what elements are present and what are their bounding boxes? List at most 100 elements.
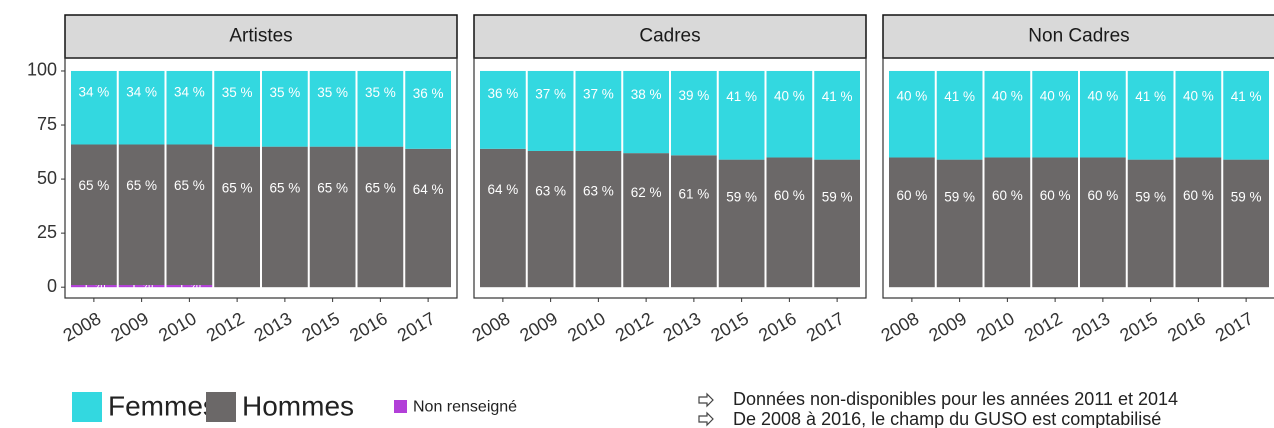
- data-label: 63 %: [535, 183, 566, 198]
- x-tick-label: 2012: [1021, 308, 1066, 345]
- data-label: 35 %: [365, 85, 396, 100]
- y-tick-label: 25: [37, 222, 57, 242]
- x-tick-label: 2010: [564, 308, 609, 345]
- bar-segment: [118, 70, 165, 145]
- bar-segment: [357, 70, 404, 147]
- data-label: 39 %: [678, 88, 709, 103]
- facet-title: Artistes: [229, 26, 292, 47]
- data-label: 65 %: [78, 178, 109, 193]
- bar-segment: [71, 70, 117, 145]
- bar-segment: [1032, 70, 1078, 158]
- x-tick-label: 2016: [755, 308, 800, 345]
- data-label: 65 %: [126, 178, 157, 193]
- data-label: 37 %: [535, 87, 566, 102]
- bar-segment: [575, 70, 622, 151]
- bar-segment: [357, 146, 404, 288]
- x-tick-label: 2017: [394, 308, 439, 345]
- bar-segment: [984, 157, 1031, 288]
- legend-label: Hommes: [242, 390, 354, 421]
- x-tick-label: 2008: [469, 308, 514, 345]
- data-label: 64 %: [487, 182, 518, 197]
- data-label: 40 %: [896, 88, 927, 103]
- x-tick-label: 2008: [878, 308, 923, 345]
- data-label: 65 %: [174, 178, 205, 193]
- bar-segment: [814, 70, 860, 160]
- bar-segment: [118, 285, 165, 288]
- x-tick-label: 2009: [516, 308, 561, 345]
- data-label: 35 %: [317, 85, 348, 100]
- bar-segment: [166, 70, 213, 145]
- data-label: 36 %: [413, 86, 444, 101]
- note: De 2008 à 2016, le champ du GUSO est com…: [733, 409, 1161, 428]
- data-label: 59 %: [1135, 189, 1166, 204]
- data-label: 34 %: [78, 85, 109, 100]
- x-tick-label: 2017: [1212, 308, 1257, 345]
- x-tick-label: 2010: [973, 308, 1018, 345]
- y-tick-label: 0: [47, 276, 57, 296]
- data-label: 40 %: [992, 88, 1023, 103]
- bar-segment: [671, 70, 717, 156]
- data-label: 36 %: [487, 86, 518, 101]
- data-label: 59 %: [944, 189, 975, 204]
- data-label: 41 %: [1231, 89, 1262, 104]
- bar-segment: [1223, 159, 1269, 288]
- x-tick-label: 2010: [155, 308, 200, 345]
- bar-segment: [214, 146, 260, 288]
- data-label: 40 %: [774, 88, 805, 103]
- bar-segment: [623, 70, 669, 154]
- data-label: 40 %: [1183, 88, 1214, 103]
- bar-segment: [1175, 157, 1222, 288]
- note-arrow: [698, 411, 714, 427]
- data-label: 41 %: [822, 89, 853, 104]
- bar-segment: [889, 157, 935, 288]
- bar-segment: [1175, 70, 1222, 158]
- x-tick-label: 2012: [203, 308, 248, 345]
- x-tick-label: 2008: [60, 308, 105, 345]
- legend-swatch: [72, 392, 102, 422]
- data-label: 65 %: [365, 180, 396, 195]
- data-label: 34 %: [126, 85, 157, 100]
- facet-strip: [64, 14, 458, 59]
- bar-segment: [936, 159, 983, 288]
- bar-segment: [309, 70, 356, 147]
- data-label: 35 %: [222, 85, 253, 100]
- note-arrows: [698, 392, 714, 427]
- legend-swatch: [206, 392, 236, 422]
- x-tick-label: 2017: [803, 308, 848, 345]
- bar-segment: [1080, 157, 1126, 288]
- bar-segment: [480, 148, 526, 288]
- bar-segment: [766, 70, 813, 158]
- bar-segment: [262, 70, 308, 147]
- bar-segment: [575, 150, 622, 288]
- bar-segment: [262, 146, 308, 288]
- x-tick-label: 2009: [925, 308, 970, 345]
- bar-segment: [623, 153, 669, 288]
- data-label: 64 %: [413, 182, 444, 197]
- data-label: 60 %: [1087, 188, 1118, 203]
- bar-segment: [766, 157, 813, 288]
- bar-segment: [1080, 70, 1126, 158]
- x-tick-label: 2015: [707, 308, 752, 345]
- data-label: 41 %: [1135, 89, 1166, 104]
- x-tick-label: 2016: [1164, 308, 1209, 345]
- data-label: 35 %: [269, 85, 300, 100]
- bar-segment: [1032, 157, 1078, 288]
- data-label: 41 %: [944, 89, 975, 104]
- bar-segment: [405, 70, 451, 149]
- x-tick-label: 2015: [298, 308, 343, 345]
- x-tick-label: 2009: [107, 308, 152, 345]
- y-tick-label: 75: [37, 114, 57, 134]
- data-label: 40 %: [1040, 88, 1071, 103]
- data-label: 65 %: [317, 180, 348, 195]
- bar-segment: [166, 285, 213, 288]
- panel-border: [882, 57, 1274, 299]
- bar-segment: [1223, 70, 1269, 160]
- facet-title: Non Cadres: [1028, 26, 1129, 47]
- data-label: 59 %: [726, 189, 757, 204]
- bar-segment: [71, 144, 117, 286]
- data-label: 37 %: [583, 87, 614, 102]
- data-label: 65 %: [269, 180, 300, 195]
- panel-border: [64, 57, 458, 299]
- bar-segment: [718, 159, 765, 288]
